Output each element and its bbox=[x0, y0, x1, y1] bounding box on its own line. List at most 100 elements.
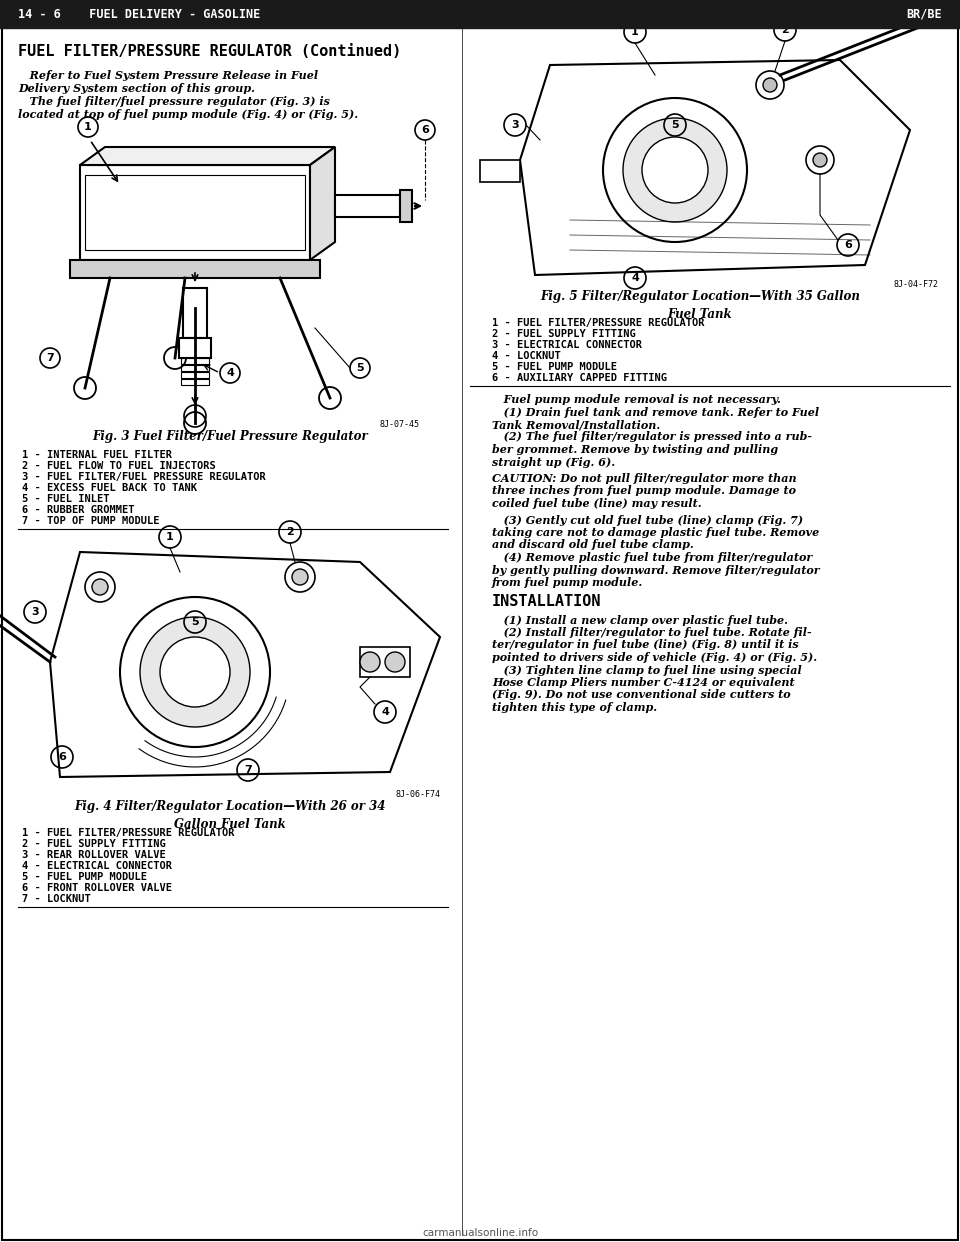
Bar bbox=[181, 373, 209, 378]
Text: 1 - FUEL FILTER/PRESSURE REGULATOR: 1 - FUEL FILTER/PRESSURE REGULATOR bbox=[22, 828, 234, 838]
Text: three inches from fuel pump module. Damage to: three inches from fuel pump module. Dama… bbox=[492, 486, 796, 497]
Text: 5 - FUEL PUMP MODULE: 5 - FUEL PUMP MODULE bbox=[22, 872, 147, 882]
Text: 1: 1 bbox=[166, 532, 174, 542]
Bar bbox=[70, 260, 320, 278]
Text: 4 - ELECTRICAL CONNECTOR: 4 - ELECTRICAL CONNECTOR bbox=[22, 861, 172, 871]
Circle shape bbox=[285, 561, 315, 592]
Text: 7 - LOCKNUT: 7 - LOCKNUT bbox=[22, 894, 91, 904]
Text: (1) Install a new clamp over plastic fuel tube.: (1) Install a new clamp over plastic fue… bbox=[492, 615, 788, 626]
Bar bbox=[181, 365, 209, 371]
Bar bbox=[360, 647, 410, 677]
Text: Tank Removal/Installation.: Tank Removal/Installation. bbox=[492, 419, 660, 430]
Text: 5 - FUEL INLET: 5 - FUEL INLET bbox=[22, 494, 109, 504]
Text: pointed to drivers side of vehicle (Fig. 4) or (Fig. 5).: pointed to drivers side of vehicle (Fig.… bbox=[492, 652, 817, 663]
Text: (2) Install filter/regulator to fuel tube. Rotate fil-: (2) Install filter/regulator to fuel tub… bbox=[492, 627, 811, 638]
Circle shape bbox=[806, 147, 834, 174]
Circle shape bbox=[92, 579, 108, 595]
Text: 2: 2 bbox=[286, 527, 294, 537]
Text: 6: 6 bbox=[58, 751, 66, 763]
Text: 4: 4 bbox=[381, 707, 389, 717]
Bar bbox=[181, 379, 209, 385]
Polygon shape bbox=[50, 551, 440, 777]
Text: 3 - ELECTRICAL CONNECTOR: 3 - ELECTRICAL CONNECTOR bbox=[492, 340, 642, 350]
Text: 5: 5 bbox=[191, 617, 199, 627]
Text: 2 - FUEL SUPPLY FITTING: 2 - FUEL SUPPLY FITTING bbox=[492, 329, 636, 339]
Text: (Fig. 9). Do not use conventional side cutters to: (Fig. 9). Do not use conventional side c… bbox=[492, 689, 791, 700]
Text: 6 - RUBBER GROMMET: 6 - RUBBER GROMMET bbox=[22, 505, 134, 515]
Text: tighten this type of clamp.: tighten this type of clamp. bbox=[492, 702, 658, 713]
Text: 5: 5 bbox=[356, 363, 364, 373]
Text: from fuel pump module.: from fuel pump module. bbox=[492, 578, 643, 587]
Text: 7 - TOP OF PUMP MODULE: 7 - TOP OF PUMP MODULE bbox=[22, 515, 159, 527]
Text: 6: 6 bbox=[421, 125, 429, 135]
Text: 6 - AUXILIARY CAPPED FITTING: 6 - AUXILIARY CAPPED FITTING bbox=[492, 373, 667, 383]
Text: 2 - FUEL SUPPLY FITTING: 2 - FUEL SUPPLY FITTING bbox=[22, 840, 166, 850]
Text: 1: 1 bbox=[631, 27, 638, 37]
Text: 5 - FUEL PUMP MODULE: 5 - FUEL PUMP MODULE bbox=[492, 361, 617, 373]
Text: The fuel filter/fuel pressure regulator (Fig. 3) is: The fuel filter/fuel pressure regulator … bbox=[18, 96, 330, 107]
Bar bbox=[0, 0, 960, 29]
Bar bbox=[179, 338, 211, 358]
Circle shape bbox=[603, 98, 747, 242]
Bar bbox=[80, 165, 310, 260]
Text: 8J-07-45: 8J-07-45 bbox=[380, 420, 420, 428]
Text: (3) Gently cut old fuel tube (line) clamp (Fig. 7): (3) Gently cut old fuel tube (line) clam… bbox=[492, 514, 804, 525]
Text: Delivery System section of this group.: Delivery System section of this group. bbox=[18, 83, 255, 94]
Text: 7: 7 bbox=[244, 765, 252, 775]
Text: 4 - EXCESS FUEL BACK TO TANK: 4 - EXCESS FUEL BACK TO TANK bbox=[22, 483, 197, 493]
Polygon shape bbox=[520, 60, 910, 274]
Text: 8J-04-F72: 8J-04-F72 bbox=[893, 279, 938, 289]
Circle shape bbox=[140, 617, 250, 727]
Text: Fig. 4 Filter/Regulator Location—With 26 or 34
Gallon Fuel Tank: Fig. 4 Filter/Regulator Location—With 26… bbox=[74, 800, 386, 831]
Text: located at top of fuel pump module (Fig. 4) or (Fig. 5).: located at top of fuel pump module (Fig.… bbox=[18, 109, 358, 120]
Text: 7: 7 bbox=[46, 353, 54, 363]
Text: by gently pulling downward. Remove filter/regulator: by gently pulling downward. Remove filte… bbox=[492, 565, 820, 575]
Text: 1 - INTERNAL FUEL FILTER: 1 - INTERNAL FUEL FILTER bbox=[22, 450, 172, 460]
Text: (4) Remove plastic fuel tube from filter/regulator: (4) Remove plastic fuel tube from filter… bbox=[492, 551, 812, 563]
Circle shape bbox=[813, 153, 827, 166]
Circle shape bbox=[756, 71, 784, 99]
Circle shape bbox=[385, 652, 405, 672]
Text: Refer to Fuel System Pressure Release in Fuel: Refer to Fuel System Pressure Release in… bbox=[18, 70, 318, 81]
Text: 14 - 6    FUEL DELIVERY - GASOLINE: 14 - 6 FUEL DELIVERY - GASOLINE bbox=[18, 7, 260, 21]
Text: 3 - REAR ROLLOVER VALVE: 3 - REAR ROLLOVER VALVE bbox=[22, 850, 166, 859]
Text: FUEL FILTER/PRESSURE REGULATOR (Continued): FUEL FILTER/PRESSURE REGULATOR (Continue… bbox=[18, 43, 401, 60]
Text: straight up (Fig. 6).: straight up (Fig. 6). bbox=[492, 457, 615, 467]
Text: taking care not to damage plastic fuel tube. Remove: taking care not to damage plastic fuel t… bbox=[492, 527, 819, 538]
Text: 3: 3 bbox=[511, 120, 518, 130]
Polygon shape bbox=[310, 147, 335, 260]
Text: 4: 4 bbox=[226, 368, 234, 378]
Text: ber grommet. Remove by twisting and pulling: ber grommet. Remove by twisting and pull… bbox=[492, 443, 779, 455]
Text: 6 - FRONT ROLLOVER VALVE: 6 - FRONT ROLLOVER VALVE bbox=[22, 883, 172, 893]
Bar bbox=[85, 175, 305, 250]
Bar bbox=[181, 358, 209, 364]
Circle shape bbox=[360, 652, 380, 672]
Text: 3: 3 bbox=[31, 607, 38, 617]
Text: and discard old fuel tube clamp.: and discard old fuel tube clamp. bbox=[492, 539, 694, 550]
Circle shape bbox=[763, 78, 777, 92]
Text: CAUTION: Do not pull filter/regulator more than: CAUTION: Do not pull filter/regulator mo… bbox=[492, 473, 797, 484]
Text: BR/BE: BR/BE bbox=[906, 7, 942, 21]
Circle shape bbox=[85, 573, 115, 602]
Text: ter/regulator in fuel tube (line) (Fig. 8) until it is: ter/regulator in fuel tube (line) (Fig. … bbox=[492, 640, 799, 651]
Text: INSTALLATION: INSTALLATION bbox=[492, 594, 602, 609]
Polygon shape bbox=[80, 147, 335, 165]
Text: carmanualsonline.info: carmanualsonline.info bbox=[422, 1228, 538, 1238]
Circle shape bbox=[642, 137, 708, 202]
Text: (1) Drain fuel tank and remove tank. Refer to Fuel: (1) Drain fuel tank and remove tank. Ref… bbox=[492, 406, 819, 417]
Text: 2 - FUEL FLOW TO FUEL INJECTORS: 2 - FUEL FLOW TO FUEL INJECTORS bbox=[22, 461, 216, 471]
Circle shape bbox=[120, 597, 270, 746]
Bar bbox=[400, 190, 412, 222]
Text: Hose Clamp Pliers number C-4124 or equivalent: Hose Clamp Pliers number C-4124 or equiv… bbox=[492, 677, 795, 688]
Text: Fig. 5 Filter/Regulator Location—With 35 Gallon
Fuel Tank: Fig. 5 Filter/Regulator Location—With 35… bbox=[540, 289, 860, 320]
Text: Fig. 3 Fuel Filter/Fuel Pressure Regulator: Fig. 3 Fuel Filter/Fuel Pressure Regulat… bbox=[92, 430, 368, 443]
Circle shape bbox=[292, 569, 308, 585]
Text: 8J-06-F74: 8J-06-F74 bbox=[395, 790, 440, 799]
Text: 3 - FUEL FILTER/FUEL PRESSURE REGULATOR: 3 - FUEL FILTER/FUEL PRESSURE REGULATOR bbox=[22, 472, 266, 482]
Text: (2) The fuel filter/regulator is pressed into a rub-: (2) The fuel filter/regulator is pressed… bbox=[492, 431, 812, 442]
Text: 2: 2 bbox=[781, 25, 789, 35]
Text: 1 - FUEL FILTER/PRESSURE REGULATOR: 1 - FUEL FILTER/PRESSURE REGULATOR bbox=[492, 318, 705, 328]
Text: Fuel pump module removal is not necessary.: Fuel pump module removal is not necessar… bbox=[492, 394, 780, 405]
Circle shape bbox=[623, 118, 727, 222]
Text: 4 - LOCKNUT: 4 - LOCKNUT bbox=[492, 351, 561, 361]
